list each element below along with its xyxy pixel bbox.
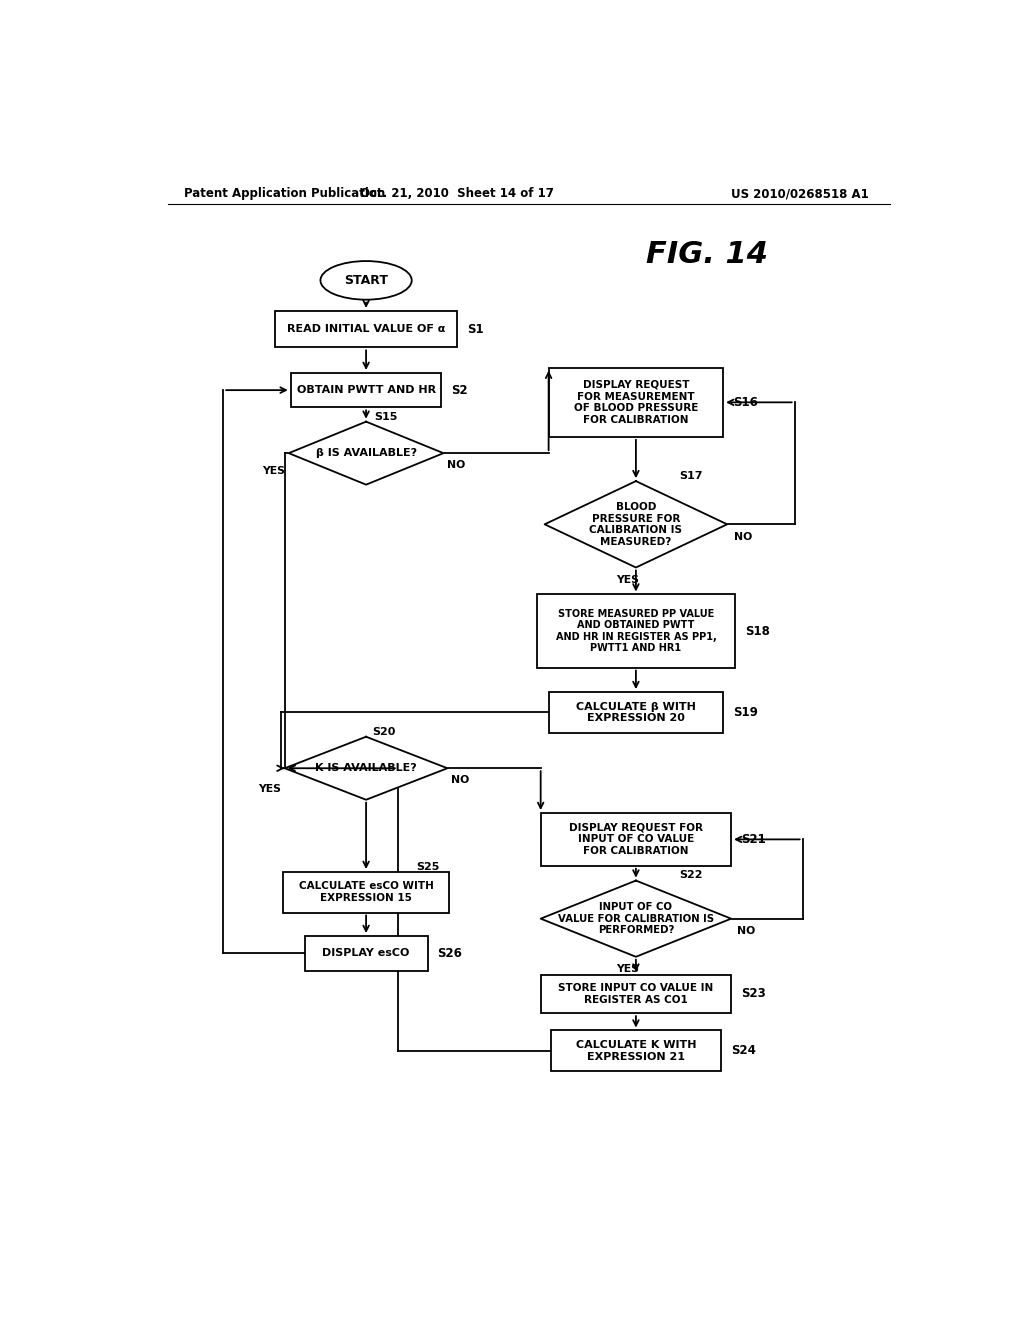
FancyBboxPatch shape — [541, 974, 731, 1014]
Polygon shape — [541, 880, 731, 957]
Text: S21: S21 — [740, 833, 765, 846]
FancyBboxPatch shape — [283, 873, 450, 912]
FancyBboxPatch shape — [549, 692, 723, 733]
Text: NO: NO — [733, 532, 752, 541]
Text: S25: S25 — [416, 862, 439, 871]
Text: US 2010/0268518 A1: US 2010/0268518 A1 — [731, 187, 869, 201]
Text: S23: S23 — [740, 987, 765, 1001]
Text: S2: S2 — [451, 384, 468, 396]
FancyBboxPatch shape — [274, 312, 458, 347]
Text: DISPLAY REQUEST FOR
INPUT OF CO VALUE
FOR CALIBRATION: DISPLAY REQUEST FOR INPUT OF CO VALUE FO… — [569, 822, 702, 855]
Text: K IS AVAILABLE?: K IS AVAILABLE? — [315, 763, 417, 774]
Polygon shape — [285, 737, 447, 800]
Text: YES: YES — [258, 784, 281, 793]
Text: S19: S19 — [733, 706, 758, 719]
Text: START: START — [344, 273, 388, 286]
Text: CALCULATE K WITH
EXPRESSION 21: CALCULATE K WITH EXPRESSION 21 — [575, 1040, 696, 1061]
Text: β IS AVAILABLE?: β IS AVAILABLE? — [315, 449, 417, 458]
Text: S24: S24 — [731, 1044, 756, 1057]
Text: S26: S26 — [437, 946, 462, 960]
Text: S18: S18 — [744, 624, 769, 638]
Text: S17: S17 — [680, 471, 703, 480]
Text: S20: S20 — [373, 726, 396, 737]
Text: YES: YES — [616, 964, 639, 974]
Text: S22: S22 — [680, 870, 703, 880]
FancyBboxPatch shape — [537, 594, 735, 668]
Text: NO: NO — [452, 775, 470, 785]
FancyBboxPatch shape — [291, 372, 441, 408]
Text: S1: S1 — [467, 322, 483, 335]
FancyBboxPatch shape — [549, 368, 723, 437]
Text: DISPLAY REQUEST
FOR MEASUREMENT
OF BLOOD PRESSURE
FOR CALIBRATION: DISPLAY REQUEST FOR MEASUREMENT OF BLOOD… — [573, 380, 698, 425]
Text: OBTAIN PWTT AND HR: OBTAIN PWTT AND HR — [297, 385, 435, 395]
Text: YES: YES — [616, 574, 639, 585]
Text: STORE MEASURED PP VALUE
AND OBTAINED PWTT
AND HR IN REGISTER AS PP1,
PWTT1 AND H: STORE MEASURED PP VALUE AND OBTAINED PWT… — [556, 609, 716, 653]
Polygon shape — [289, 421, 443, 484]
Ellipse shape — [321, 261, 412, 300]
FancyBboxPatch shape — [551, 1031, 721, 1071]
Polygon shape — [545, 480, 727, 568]
Text: FIG. 14: FIG. 14 — [646, 240, 768, 269]
Text: S16: S16 — [733, 396, 758, 409]
Text: NO: NO — [447, 461, 466, 470]
Text: CALCULATE esCO WITH
EXPRESSION 15: CALCULATE esCO WITH EXPRESSION 15 — [299, 882, 433, 903]
Text: BLOOD
PRESSURE FOR
CALIBRATION IS
MEASURED?: BLOOD PRESSURE FOR CALIBRATION IS MEASUR… — [590, 502, 682, 546]
FancyBboxPatch shape — [304, 936, 428, 970]
Text: CALCULATE β WITH
EXPRESSION 20: CALCULATE β WITH EXPRESSION 20 — [575, 701, 696, 723]
Text: INPUT OF CO
VALUE FOR CALIBRATION IS
PERFORMED?: INPUT OF CO VALUE FOR CALIBRATION IS PER… — [558, 902, 714, 936]
FancyBboxPatch shape — [541, 813, 731, 866]
Text: NO: NO — [737, 925, 756, 936]
Text: STORE INPUT CO VALUE IN
REGISTER AS CO1: STORE INPUT CO VALUE IN REGISTER AS CO1 — [558, 983, 714, 1005]
Text: DISPLAY esCO: DISPLAY esCO — [323, 948, 410, 958]
Text: YES: YES — [262, 466, 285, 477]
Text: Oct. 21, 2010  Sheet 14 of 17: Oct. 21, 2010 Sheet 14 of 17 — [360, 187, 554, 201]
Text: READ INITIAL VALUE OF α: READ INITIAL VALUE OF α — [287, 325, 445, 334]
Text: S15: S15 — [374, 412, 397, 421]
Text: Patent Application Publication: Patent Application Publication — [183, 187, 385, 201]
